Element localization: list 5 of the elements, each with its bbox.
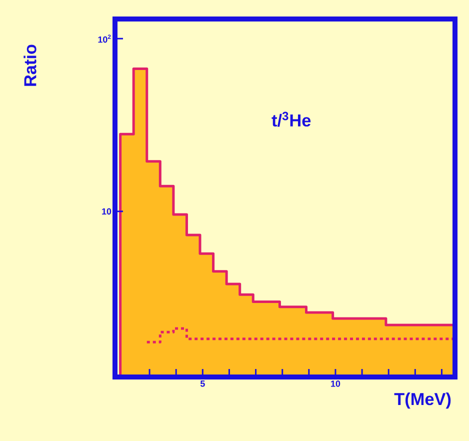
y-axis-title: Ratio xyxy=(24,44,36,86)
x-axis-title: T(MeV) xyxy=(394,392,451,409)
annotation: t/$^{3}$He xyxy=(272,112,311,127)
x-tick-label: 5 xyxy=(200,380,205,387)
y-tick-label: 10$^{2}$ xyxy=(98,34,111,43)
